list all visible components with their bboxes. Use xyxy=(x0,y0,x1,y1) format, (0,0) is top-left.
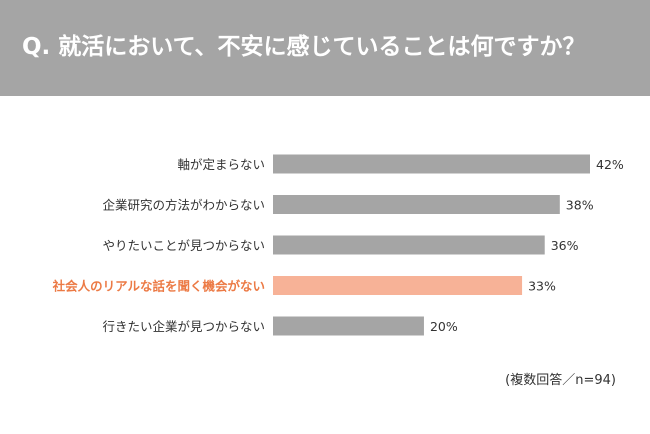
value-label: 33% xyxy=(528,279,556,294)
value-label: 42% xyxy=(596,157,624,172)
value-label: 20% xyxy=(430,319,458,334)
value-label: 36% xyxy=(551,238,579,253)
category-label: 企業研究の方法がわからない xyxy=(102,198,265,213)
question-title: Q. 就活において、不安に感じていることは何ですか？ xyxy=(22,34,586,60)
header-banner: Q. 就活において、不安に感じていることは何ですか？ xyxy=(0,0,650,96)
footnote: (複数回答／n=94) xyxy=(505,373,616,388)
value-label: 38% xyxy=(566,198,594,213)
category-label: 行きたい企業が見つからない xyxy=(102,319,265,334)
bar xyxy=(273,195,560,214)
category-label: やりたいことが見つからない xyxy=(102,238,265,253)
bar xyxy=(273,276,523,295)
bar xyxy=(273,235,545,255)
category-label: 社会人のリアルな話を聞く機会がない xyxy=(52,279,265,294)
bar xyxy=(273,316,424,336)
category-label: 軸が定まらない xyxy=(177,157,265,172)
bar xyxy=(273,154,590,174)
